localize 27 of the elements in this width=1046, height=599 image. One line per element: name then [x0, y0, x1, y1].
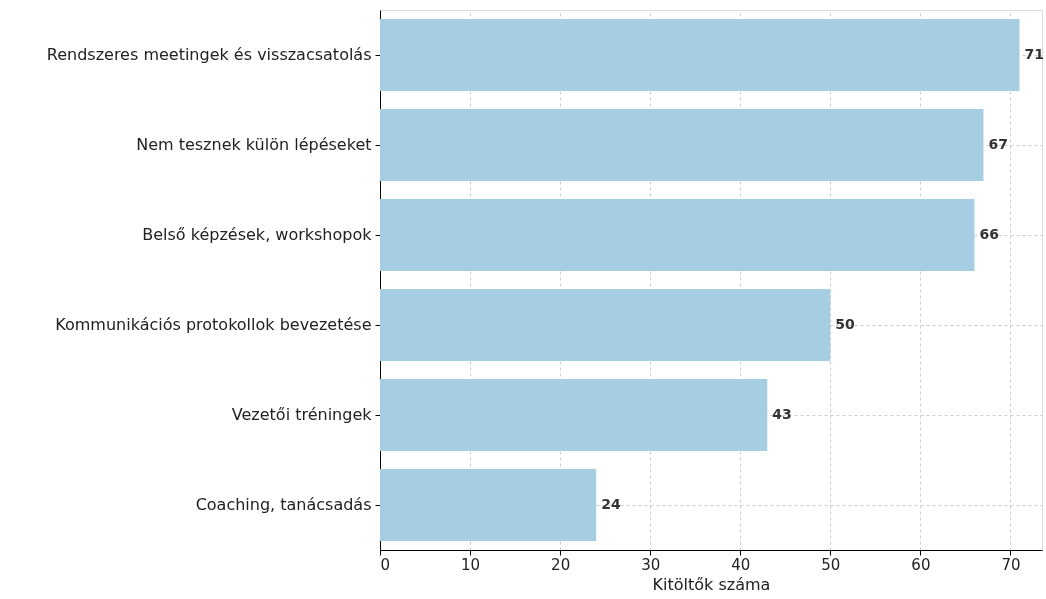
x-tick-label: 40	[731, 555, 751, 574]
x-tick-label: 20	[551, 555, 571, 574]
x-tick-label: 60	[911, 555, 931, 574]
bar	[380, 379, 768, 451]
x-tick-label: 10	[461, 555, 481, 574]
data-label: 50	[835, 316, 856, 332]
bar	[380, 199, 975, 271]
x-tick-label: 30	[641, 555, 661, 574]
y-tick-label: Kommunikációs protokollok bevezetése	[55, 315, 372, 334]
data-label: 66	[979, 226, 999, 242]
y-tick-label: Coaching, tanácsadás	[195, 495, 372, 514]
bar	[380, 289, 831, 361]
y-tick-label: Vezetői tréningek	[231, 405, 373, 424]
y-tick-label: Nem tesznek külön lépéseket	[136, 135, 372, 154]
data-label: 67	[988, 136, 1008, 152]
bar	[380, 109, 984, 181]
bar	[380, 469, 597, 541]
x-tick-label: 70	[1001, 555, 1021, 574]
data-label: 43	[772, 406, 792, 422]
bar	[380, 19, 1020, 91]
y-tick-label: Belső képzések, workshopok	[142, 225, 373, 244]
data-label: 71	[1024, 46, 1044, 62]
x-tick-label: 50	[821, 555, 841, 574]
data-label: 24	[601, 496, 621, 512]
x-tick-label: 0	[380, 555, 391, 574]
y-tick-label: Rendszeres meetingek és visszacsatolás	[46, 45, 372, 64]
x-axis-title: Kitöltők száma	[652, 574, 771, 594]
